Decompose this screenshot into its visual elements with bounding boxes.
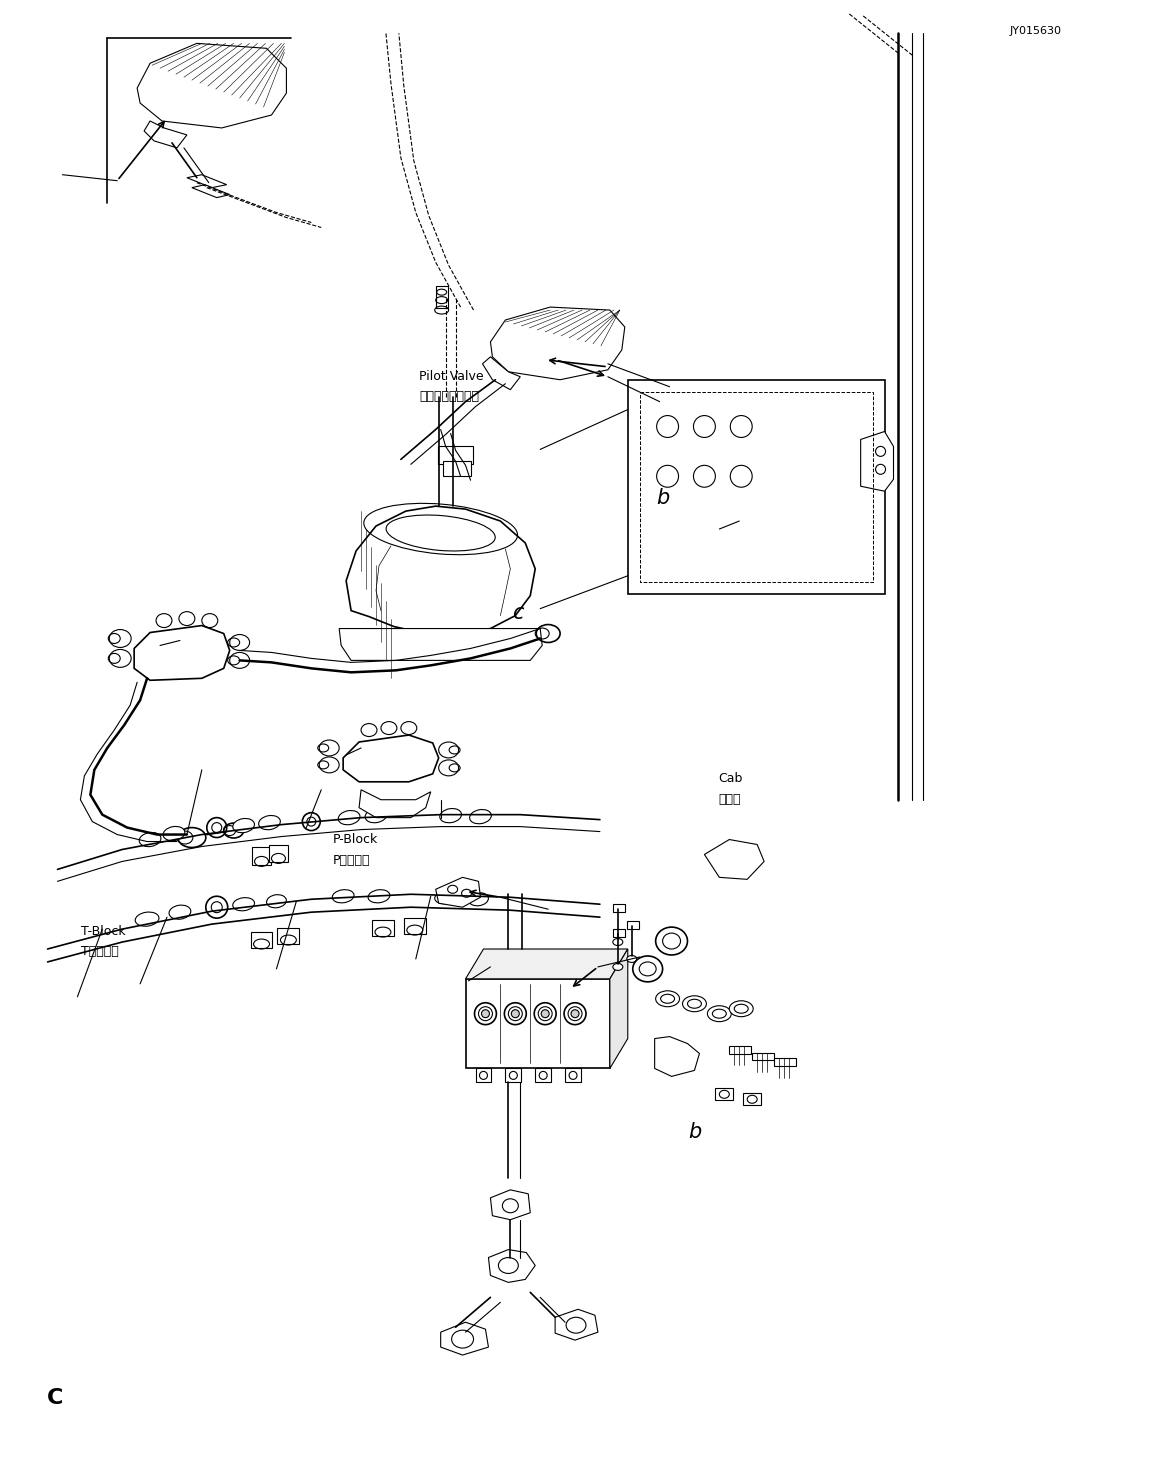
Bar bbox=[506, 1068, 521, 1083]
Ellipse shape bbox=[233, 819, 255, 833]
Polygon shape bbox=[343, 736, 438, 782]
Polygon shape bbox=[491, 1189, 530, 1219]
Bar bbox=[743, 1093, 761, 1105]
Text: Pilot Valve: Pilot Valve bbox=[420, 369, 484, 383]
Text: T-Block: T-Block bbox=[81, 924, 126, 937]
Ellipse shape bbox=[707, 1005, 732, 1022]
Ellipse shape bbox=[613, 964, 623, 970]
Ellipse shape bbox=[481, 1010, 490, 1017]
Text: b: b bbox=[688, 1123, 701, 1142]
Ellipse shape bbox=[470, 810, 491, 823]
Bar bbox=[278, 928, 299, 945]
Ellipse shape bbox=[440, 808, 462, 823]
Text: Cab: Cab bbox=[718, 773, 742, 786]
Ellipse shape bbox=[369, 890, 390, 903]
Bar bbox=[613, 905, 625, 912]
Bar bbox=[476, 1068, 492, 1083]
Bar bbox=[775, 1059, 795, 1066]
Bar bbox=[627, 921, 638, 930]
Ellipse shape bbox=[656, 991, 679, 1007]
Bar bbox=[729, 1046, 751, 1053]
Ellipse shape bbox=[541, 1010, 549, 1017]
Bar bbox=[404, 918, 426, 934]
Bar bbox=[715, 1089, 734, 1100]
Polygon shape bbox=[359, 790, 430, 817]
Ellipse shape bbox=[613, 939, 623, 946]
Bar bbox=[436, 286, 448, 308]
Ellipse shape bbox=[435, 891, 457, 903]
Ellipse shape bbox=[258, 816, 280, 829]
Ellipse shape bbox=[571, 1010, 579, 1017]
Ellipse shape bbox=[627, 955, 636, 962]
Bar bbox=[752, 1053, 775, 1060]
Ellipse shape bbox=[683, 995, 706, 1011]
Ellipse shape bbox=[469, 893, 488, 906]
Text: キャブ: キャブ bbox=[718, 793, 741, 807]
Ellipse shape bbox=[365, 808, 387, 823]
Ellipse shape bbox=[163, 826, 185, 841]
Polygon shape bbox=[609, 949, 628, 1068]
Text: JY015630: JY015630 bbox=[1009, 25, 1062, 36]
Text: P-Block: P-Block bbox=[333, 833, 378, 845]
Bar bbox=[269, 844, 288, 863]
Polygon shape bbox=[491, 307, 625, 380]
Polygon shape bbox=[465, 979, 609, 1068]
Polygon shape bbox=[705, 839, 764, 879]
Bar bbox=[250, 933, 272, 948]
Polygon shape bbox=[187, 175, 227, 188]
Polygon shape bbox=[137, 43, 286, 128]
Polygon shape bbox=[441, 1323, 488, 1355]
Ellipse shape bbox=[169, 905, 191, 919]
Polygon shape bbox=[655, 1037, 699, 1077]
Bar bbox=[613, 930, 625, 937]
Bar bbox=[565, 1068, 582, 1083]
Polygon shape bbox=[861, 432, 893, 491]
Polygon shape bbox=[465, 949, 628, 979]
Bar bbox=[535, 1068, 551, 1083]
Ellipse shape bbox=[729, 1001, 754, 1017]
Bar bbox=[443, 461, 471, 476]
Polygon shape bbox=[144, 122, 187, 148]
Text: b: b bbox=[657, 488, 670, 507]
Ellipse shape bbox=[512, 1010, 520, 1017]
Polygon shape bbox=[192, 185, 229, 197]
Ellipse shape bbox=[266, 894, 286, 908]
Polygon shape bbox=[488, 1250, 535, 1283]
Bar bbox=[628, 380, 885, 593]
Text: c: c bbox=[512, 602, 523, 623]
Polygon shape bbox=[347, 506, 535, 633]
Text: Tブロック: Tブロック bbox=[81, 945, 120, 958]
Ellipse shape bbox=[338, 811, 361, 825]
Text: C: C bbox=[47, 1388, 63, 1407]
Ellipse shape bbox=[233, 897, 255, 911]
Bar bbox=[437, 446, 472, 464]
Ellipse shape bbox=[333, 890, 354, 903]
Text: パイロットバルブ: パイロットバルブ bbox=[420, 390, 479, 403]
Polygon shape bbox=[555, 1309, 598, 1341]
Ellipse shape bbox=[140, 832, 160, 847]
Bar bbox=[251, 847, 271, 866]
Polygon shape bbox=[340, 629, 542, 660]
Polygon shape bbox=[483, 357, 520, 390]
Polygon shape bbox=[436, 878, 480, 908]
Polygon shape bbox=[134, 626, 229, 681]
Bar bbox=[372, 919, 394, 936]
Ellipse shape bbox=[135, 912, 159, 927]
Text: Pブロック: Pブロック bbox=[333, 854, 370, 866]
